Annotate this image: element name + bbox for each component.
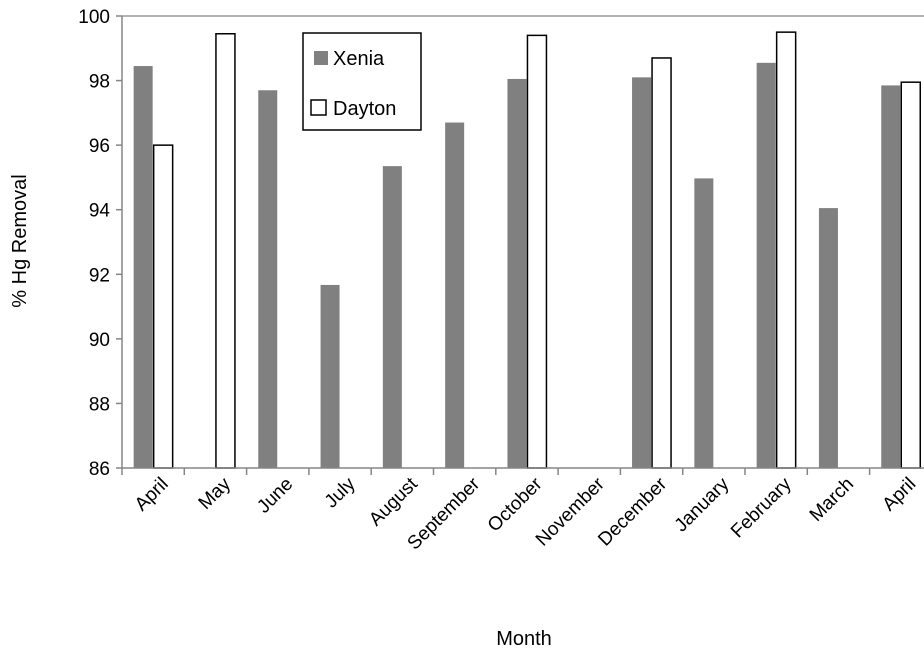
- x-tick-label: February: [727, 473, 796, 542]
- bar-xenia-12: [881, 85, 901, 469]
- y-axis-title: % Hg Removal: [9, 174, 31, 307]
- legend-swatch-dayton: [310, 99, 327, 116]
- y-tick-label: 94: [89, 201, 111, 222]
- bar-xenia-3: [320, 284, 340, 468]
- bar-xenia-10: [756, 62, 776, 469]
- y-tick-label: 90: [89, 330, 110, 351]
- x-tick-label: August: [365, 473, 422, 530]
- bar-dayton-8: [651, 57, 672, 469]
- legend: Xenia Dayton: [302, 32, 422, 131]
- x-axis-title: Month: [496, 628, 552, 650]
- x-tick-label: January: [671, 473, 734, 536]
- bar-xenia-2: [258, 90, 278, 468]
- y-axis-ticks: 86 88 90 92 94 96 98 100: [78, 7, 122, 480]
- y-tick-label: 86: [89, 459, 110, 480]
- bar-xenia-6: [507, 78, 527, 468]
- x-tick-label: April: [879, 474, 921, 516]
- bar-xenia-5: [445, 122, 465, 469]
- y-tick-label: 98: [89, 72, 110, 93]
- bar-dayton-10: [775, 31, 797, 469]
- bar-dayton-12: [900, 81, 921, 469]
- x-tick-label: March: [806, 474, 858, 526]
- y-tick-label: 100: [78, 7, 110, 28]
- x-tick-label: December: [594, 473, 671, 550]
- x-tick-label: June: [253, 474, 297, 518]
- x-tick-label: April: [131, 474, 173, 516]
- x-tick-label: October: [484, 473, 547, 536]
- bars: [133, 31, 921, 469]
- y-tick-label: 96: [89, 136, 110, 157]
- y-tick-label: 92: [89, 265, 110, 286]
- bar-dayton-0: [152, 144, 174, 469]
- bar-xenia-11: [818, 208, 838, 468]
- bar-dayton-6: [526, 34, 548, 469]
- legend-label-dayton: Dayton: [333, 98, 396, 120]
- bar-dayton-1: [215, 33, 236, 469]
- x-tick-label: May: [195, 473, 236, 514]
- bar-xenia-0: [133, 66, 153, 469]
- legend-label-xenia: Xenia: [333, 48, 385, 70]
- legend-swatch-xenia: [314, 51, 328, 65]
- bar-xenia-4: [382, 166, 402, 468]
- bar-xenia-9: [694, 178, 714, 468]
- y-tick-label: 88: [89, 394, 110, 415]
- bar-xenia-8: [632, 77, 652, 468]
- x-tick-label: July: [321, 473, 360, 512]
